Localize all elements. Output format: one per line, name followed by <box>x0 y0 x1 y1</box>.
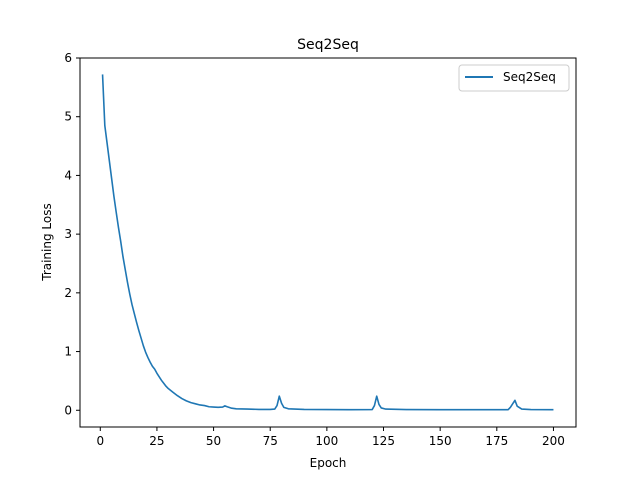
x-tick-label: 100 <box>315 434 338 448</box>
y-tick-label: 4 <box>64 168 72 182</box>
series-line-0 <box>101 74 554 411</box>
x-tick-label: 125 <box>372 434 395 448</box>
x-tick-label: 175 <box>485 434 508 448</box>
legend-label: Seq2Seq <box>503 70 556 84</box>
x-tick-label: 25 <box>149 434 164 448</box>
x-axis-ticks: 0 25 50 75 100 125 150 175 200 <box>96 427 565 448</box>
y-tick-label: 3 <box>64 227 72 241</box>
y-tick-label: 0 <box>64 403 72 417</box>
y-tick-label: 5 <box>64 110 72 124</box>
x-axis-label: Epoch <box>310 456 347 470</box>
y-tick-label: 2 <box>64 286 72 300</box>
x-tick-label: 0 <box>96 434 104 448</box>
y-tick-label: 1 <box>64 345 72 359</box>
y-tick-label: 6 <box>64 51 72 65</box>
chart-title: Seq2Seq <box>297 37 359 53</box>
legend-box <box>458 64 570 92</box>
x-tick-label: 75 <box>263 434 278 448</box>
x-tick-label: 150 <box>429 434 452 448</box>
legend: Seq2Seq <box>458 64 570 92</box>
x-tick-label: 50 <box>206 434 221 448</box>
plot-area-frame <box>79 57 577 428</box>
y-axis-ticks: 0 1 2 3 4 5 6 <box>64 51 80 417</box>
y-axis-label: Training Loss <box>40 203 54 281</box>
series-layer <box>101 74 554 411</box>
x-tick-label: 200 <box>542 434 565 448</box>
